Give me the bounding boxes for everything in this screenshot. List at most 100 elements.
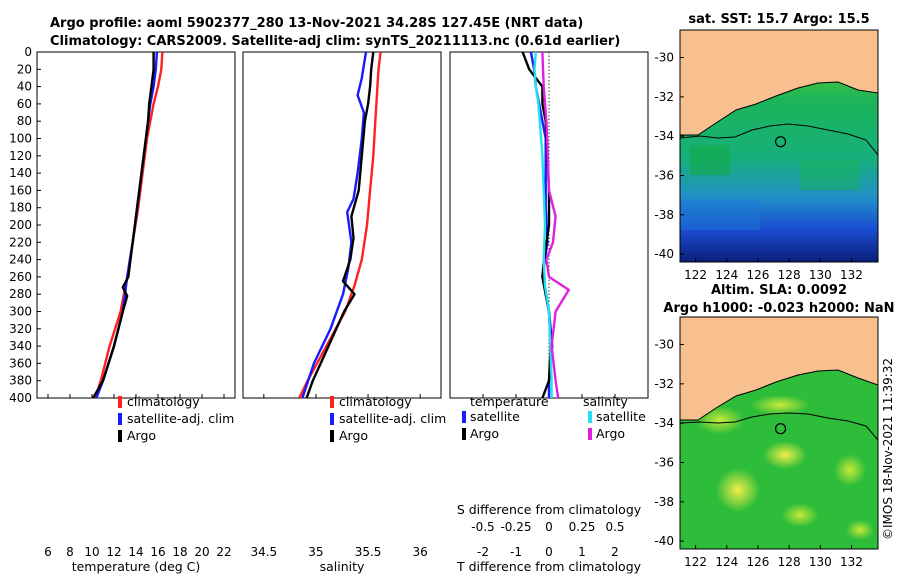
- sst-map-frame: [679, 29, 879, 263]
- figure-title-line1: Argo profile: aoml 5902377_280 13-Nov-20…: [50, 16, 583, 31]
- depth-tick-label: 0: [24, 45, 32, 59]
- x-tick-label: -1: [510, 545, 522, 559]
- depth-tick-label: 160: [9, 183, 32, 197]
- sla-map-subtitle: Argo h1000: -0.023 h2000: NaN: [663, 301, 894, 316]
- depth-tick-label: 40: [17, 80, 32, 94]
- depth-tick-label: 320: [9, 322, 32, 336]
- map-lon-label: 130: [809, 268, 832, 282]
- legend-satellite-swatch: [118, 413, 122, 425]
- s-difference-label: S difference from climatology: [457, 502, 642, 517]
- legend-t-satellite-swatch: [462, 411, 466, 423]
- map-lat-label: -38: [654, 208, 674, 222]
- x-tick-label: 35: [308, 545, 323, 559]
- depth-tick-label: 280: [9, 287, 32, 301]
- depth-axis: 0 20 40 60 80 100 120 140 160 180 200 220 240 260 280 3…: [9, 45, 41, 405]
- map-lat-label: -40: [654, 247, 674, 261]
- x-tick-label: 16: [150, 545, 165, 559]
- x-tick-label: 10: [84, 545, 99, 559]
- depth-tick-label: 200: [9, 218, 32, 232]
- legend-s-satellite-swatch: [588, 411, 592, 423]
- salinity-xlabel: salinity: [320, 559, 365, 574]
- depth-tick-label: 180: [9, 201, 32, 215]
- x-tick-label: 36: [413, 545, 428, 559]
- series-line-satellite-adj-clim: [301, 51, 368, 399]
- map-lon-label: 132: [840, 555, 863, 569]
- sst-map-axes: 122 124 126 128 130 132 -30 -32 -34 -36 -38 -40: [654, 51, 863, 282]
- depth-tick-label: 380: [9, 374, 32, 388]
- imos-watermark: ©IMOS 18-Nov-2021 11:39:32: [881, 358, 895, 540]
- difference-panel: -2 -1 0 1 2 -0.5 -0.25 0 0.25 0.5 S difference f…: [449, 51, 649, 574]
- sal-legend-climatology-label: climatology: [339, 394, 412, 409]
- sst-bathymetry-contour: [680, 123, 878, 156]
- map-lon-label: 126: [746, 555, 769, 569]
- sla-anomaly-5: [834, 454, 866, 486]
- sal-legend-climatology-swatch: [330, 396, 334, 408]
- legend-climatology-swatch: [118, 396, 122, 408]
- temperature-legend: climatology satellite-adj. clim Argo: [118, 394, 234, 443]
- sla-coastline: [680, 369, 878, 421]
- map-lat-label: -36: [654, 168, 674, 182]
- s-difference-axis: -0.5 -0.25 0 0.25 0.5: [471, 520, 624, 534]
- temperature-panel: 0 20 40 60 80 100 120 140 160 180 200 220 240 260 280 3…: [9, 45, 236, 574]
- legend-argo-label: Argo: [127, 428, 156, 443]
- t-difference-label: T difference from climatology: [456, 559, 642, 574]
- x-tick-label: 20: [194, 545, 209, 559]
- x-tick-label: 12: [106, 545, 121, 559]
- legend-t-satellite-label: satellite: [470, 409, 520, 424]
- sal-legend-satellite-swatch: [330, 413, 334, 425]
- x-tick-label: 22: [216, 545, 231, 559]
- sst-map-title: sat. SST: 15.7 Argo: 15.5: [688, 12, 869, 27]
- x-tick-label: 14: [128, 545, 143, 559]
- series-line-climatology: [298, 51, 382, 399]
- x-tick-label: 35.5: [355, 545, 382, 559]
- sst-texture-east: [800, 160, 860, 190]
- x-tick-label: 8: [66, 545, 74, 559]
- series-line-argo: [305, 51, 375, 399]
- map-lon-label: 122: [684, 268, 707, 282]
- legend-salinity-heading: salinity: [583, 394, 628, 409]
- sal-legend-argo-label: Argo: [339, 428, 368, 443]
- map-lat-label: -34: [654, 416, 674, 430]
- figure-title-line2: Climatology: CARS2009. Satellite-adj cli…: [50, 34, 620, 49]
- map-lat-label: -30: [654, 51, 674, 65]
- x2-tick-label: 0.25: [569, 520, 596, 534]
- sst-land-mask: [680, 30, 878, 135]
- map-lat-label: -32: [654, 377, 674, 391]
- legend-t-argo-swatch: [462, 428, 466, 440]
- depth-tick-label: 100: [9, 132, 32, 146]
- salinity-plot-frame: [242, 51, 442, 399]
- depth-tick-label: 120: [9, 149, 32, 163]
- map-lat-label: -30: [654, 338, 674, 352]
- difference-series: [521, 51, 570, 399]
- sla-map-frame: [679, 316, 879, 550]
- map-lon-label: 128: [778, 555, 801, 569]
- series-line-argo: [92, 52, 155, 399]
- sst-coastline: [680, 81, 878, 136]
- depth-tick-label: 300: [9, 305, 32, 319]
- series-line-salinity-satellite: [533, 51, 553, 398]
- temperature-axis: 6 8 10 12 14 16 18 20 22: [44, 394, 232, 559]
- legend-t-argo-label: Argo: [470, 426, 499, 441]
- sla-anomaly-4: [782, 503, 818, 527]
- x-tick-label: 34.5: [250, 545, 277, 559]
- depth-tick-label: 20: [17, 62, 32, 76]
- sla-bathymetry-contour: [680, 412, 878, 441]
- sst-argo-location-marker: [774, 136, 787, 148]
- sla-land-mask: [680, 317, 878, 420]
- depth-tick-label: 240: [9, 253, 32, 267]
- x-tick-label: 18: [172, 545, 187, 559]
- sla-map: Altim. SLA: 0.0092 Argo h1000: -0.023 h2…: [654, 283, 894, 569]
- sla-argo-location-marker: [774, 423, 787, 435]
- salinity-legend: climatology satellite-adj. clim Argo: [330, 394, 446, 443]
- x-tick-label: 2: [611, 545, 619, 559]
- sal-legend-satellite-label: satellite-adj. clim: [339, 411, 446, 426]
- map-lat-label: -32: [654, 90, 674, 104]
- salinity-axis: 34.5 35 35.5 36: [250, 394, 428, 559]
- x2-tick-label: 0.5: [605, 520, 624, 534]
- sla-anomaly-3: [716, 468, 760, 512]
- sal-legend-argo-swatch: [330, 430, 334, 442]
- temperature-series: [92, 51, 164, 399]
- map-lon-label: 122: [684, 555, 707, 569]
- depth-tick-label: 400: [9, 391, 32, 405]
